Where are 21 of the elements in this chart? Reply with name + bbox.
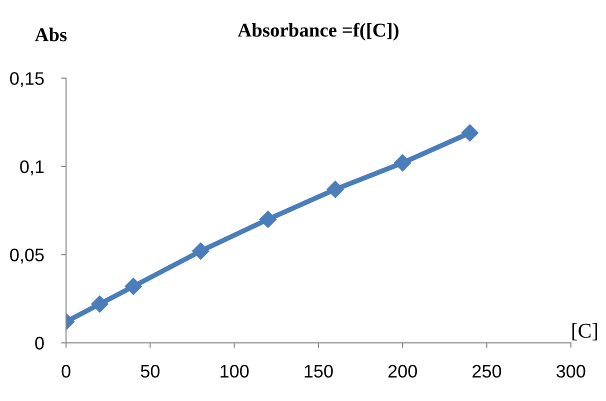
chart-title: Absorbance =f([C]) (238, 22, 398, 41)
x-tick-label: 300 (556, 364, 586, 378)
point (192, 242, 210, 260)
x-tick-label: 200 (388, 364, 417, 378)
x-tick-label: 150 (304, 364, 333, 378)
point (461, 124, 478, 142)
x-tick-label: 50 (140, 364, 160, 378)
y-axis-title: Abs (34, 28, 67, 42)
y-tick-label: 0,05 (10, 248, 44, 264)
x-tick-label: 100 (220, 364, 249, 378)
point (91, 295, 108, 313)
point (124, 278, 142, 295)
x-tick-label: 0 (62, 364, 70, 378)
point (394, 154, 412, 172)
y-tick-label: 0,15 (10, 72, 44, 88)
y-tick-label: 0,1 (20, 160, 44, 176)
point (259, 210, 277, 228)
x-axis-title: [C] (572, 323, 598, 340)
y-tick-label: 0 (35, 336, 44, 350)
point (326, 180, 344, 198)
x-tick-label: 250 (472, 364, 502, 378)
